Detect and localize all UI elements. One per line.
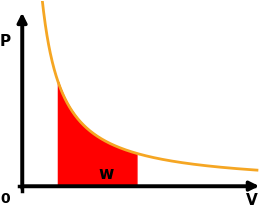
Text: V: V <box>246 193 258 208</box>
Text: 0: 0 <box>0 192 10 206</box>
Text: P: P <box>0 34 10 49</box>
Text: w: w <box>99 165 114 183</box>
